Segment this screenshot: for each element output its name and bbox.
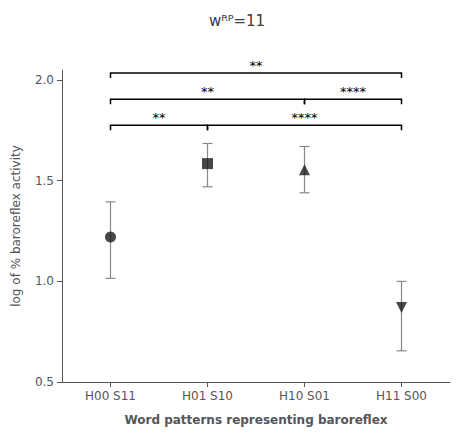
svg-text:****: **** <box>292 110 319 125</box>
svg-text:Word patterns representing bar: Word patterns representing baroreflex <box>124 413 387 427</box>
svg-text:1.5: 1.5 <box>35 174 54 188</box>
svg-text:1.0: 1.0 <box>35 274 54 288</box>
svg-text:**: ** <box>250 58 264 73</box>
svg-text:0.5: 0.5 <box>35 375 54 389</box>
svg-text:H11 S00: H11 S00 <box>376 389 427 403</box>
svg-text:wᴿᴾ=11: wᴿᴾ=11 <box>209 12 265 30</box>
svg-text:**: ** <box>201 84 215 99</box>
svg-text:H01 S10: H01 S10 <box>182 389 233 403</box>
svg-text:2.0: 2.0 <box>35 73 54 87</box>
svg-text:H10 S01: H10 S01 <box>279 389 330 403</box>
svg-text:H00 S11: H00 S11 <box>85 389 136 403</box>
svg-text:****: **** <box>340 84 367 99</box>
svg-text:**: ** <box>153 110 167 125</box>
svg-text:log of % baroreflex activity: log of % baroreflex activity <box>9 145 23 307</box>
